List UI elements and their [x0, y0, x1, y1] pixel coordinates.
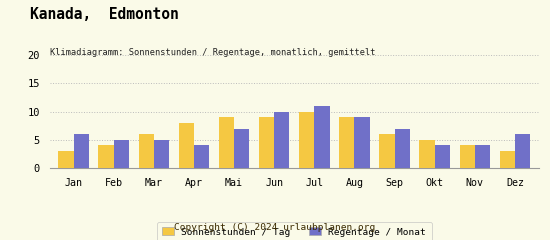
Text: Copyright (C) 2024 urlaubplanen.org: Copyright (C) 2024 urlaubplanen.org	[174, 223, 376, 232]
Bar	[154, 140, 169, 168]
Bar	[98, 145, 114, 168]
Bar	[114, 140, 129, 168]
Bar	[74, 134, 89, 168]
Bar	[179, 123, 194, 168]
Text: Kanada,  Edmonton: Kanada, Edmonton	[30, 7, 179, 22]
Bar	[420, 140, 435, 168]
Bar	[234, 129, 249, 168]
Bar	[379, 134, 394, 168]
Bar	[394, 129, 410, 168]
Bar	[515, 134, 530, 168]
Text: Klimadiagramm: Sonnenstunden / Regentage, monatlich, gemittelt: Klimadiagramm: Sonnenstunden / Regentage…	[50, 48, 375, 57]
Bar	[339, 117, 354, 168]
Bar	[434, 145, 450, 168]
Legend: Sonnenstunden / Tag, Regentage / Monat: Sonnenstunden / Tag, Regentage / Monat	[157, 222, 432, 240]
Bar	[314, 106, 329, 168]
Bar	[354, 117, 370, 168]
Bar	[58, 151, 74, 168]
Bar	[219, 117, 234, 168]
Bar	[139, 134, 154, 168]
Bar	[460, 145, 475, 168]
Bar	[500, 151, 515, 168]
Bar	[259, 117, 274, 168]
Bar	[475, 145, 490, 168]
Bar	[274, 112, 289, 168]
Bar	[194, 145, 209, 168]
Bar	[299, 112, 314, 168]
